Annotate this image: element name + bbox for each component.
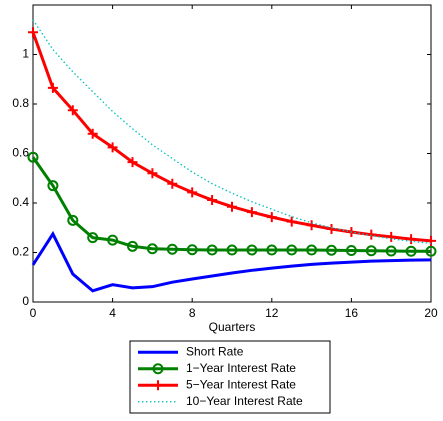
marker (386, 231, 397, 242)
x-tick-label: 0 (30, 306, 37, 320)
y-tick-label: 0 (22, 294, 29, 308)
plot-frame (32, 4, 432, 303)
marker (107, 142, 118, 153)
legend-marker (152, 363, 164, 375)
marker (167, 178, 178, 189)
legend-label: 10−Year Interest Rate (186, 394, 303, 408)
marker (127, 157, 138, 168)
marker (67, 214, 79, 226)
marker (306, 244, 318, 256)
marker (206, 244, 218, 256)
marker (147, 168, 158, 179)
marker (47, 82, 58, 93)
x-tick-label: 20 (424, 306, 438, 320)
marker (385, 245, 397, 257)
marker (87, 232, 99, 244)
marker (107, 234, 119, 246)
marker (286, 244, 298, 256)
marker (266, 212, 277, 223)
marker (246, 207, 257, 218)
marker (187, 187, 198, 198)
marker (266, 244, 278, 256)
marker (405, 245, 417, 257)
legend-label: 1−Year Interest Rate (186, 361, 296, 375)
y-tick-label: 0.8 (12, 96, 29, 110)
marker (166, 243, 178, 255)
marker (27, 151, 39, 163)
series-line (31, 230, 432, 293)
marker (67, 105, 78, 116)
marker (127, 240, 138, 252)
x-tick-label: 8 (189, 306, 196, 320)
marker (366, 229, 377, 240)
marker (227, 201, 237, 212)
x-tick-label: 16 (345, 306, 359, 320)
x-tick-label: 4 (109, 306, 116, 320)
marker (326, 244, 337, 256)
marker (47, 180, 59, 192)
marker (28, 27, 38, 38)
marker (286, 216, 297, 227)
marker (207, 195, 218, 206)
y-tick-label: 0.2 (12, 245, 29, 259)
y-tick-label: 1 (22, 47, 29, 61)
marker (246, 244, 258, 256)
marker (426, 235, 436, 246)
legend-marker (153, 380, 163, 391)
y-tick-label: 0.6 (12, 146, 29, 160)
x-axis-label: Quarters (209, 320, 256, 334)
y-tick-label: 0.4 (12, 195, 29, 209)
legend-label: 5−Year Interest Rate (186, 377, 296, 391)
marker (226, 244, 238, 256)
marker (306, 220, 317, 231)
marker (365, 245, 377, 257)
marker (186, 244, 198, 256)
marker (425, 245, 437, 257)
marker (87, 128, 98, 139)
marker (146, 243, 158, 255)
marker (406, 234, 417, 245)
series-line (31, 156, 431, 253)
x-tick-label: 12 (265, 306, 279, 320)
legend: Short Rate 1−Year Interest Rate 5−Year Int… (129, 340, 331, 414)
legend-label: Short Rate (186, 344, 244, 358)
marker (345, 245, 357, 257)
